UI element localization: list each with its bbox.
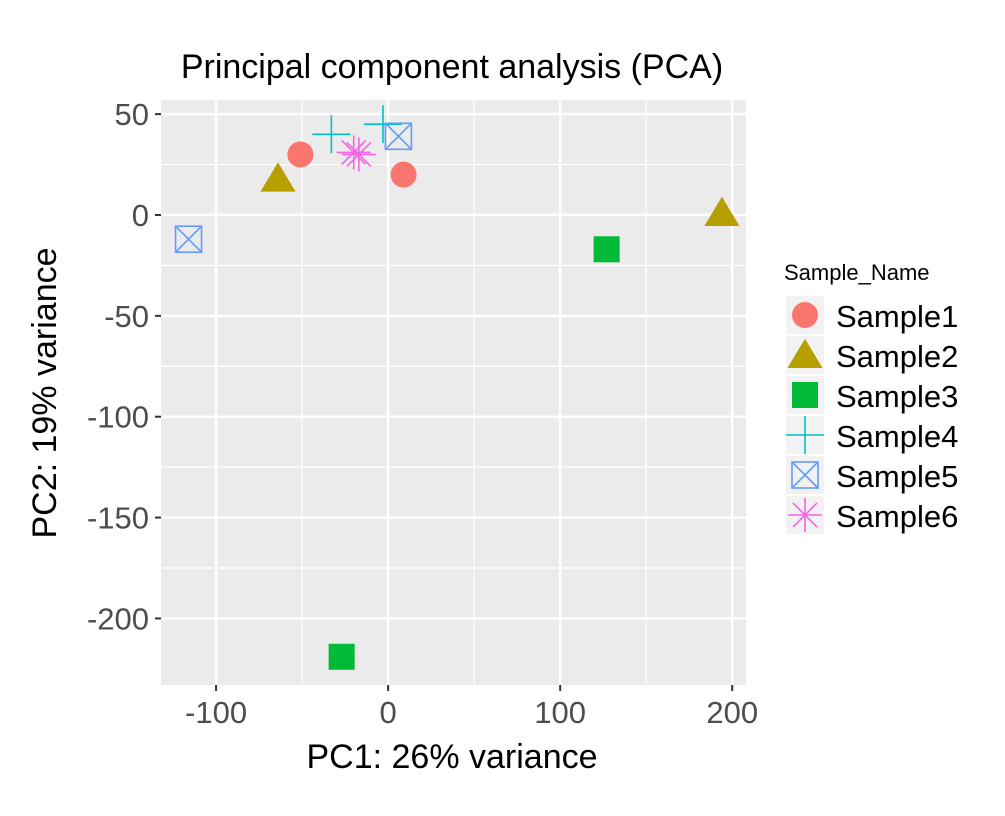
legend-label: Sample2 bbox=[836, 339, 958, 374]
legend-key-sample2 bbox=[787, 338, 823, 368]
y-tick-label: -50 bbox=[104, 299, 149, 334]
legend-item-sample3: Sample3 bbox=[786, 376, 958, 414]
legend-key-sample6 bbox=[788, 498, 822, 532]
x-tick-label: -100 bbox=[185, 695, 247, 730]
y-axis-ticks: 50 0 -50 -100 -150 -200 bbox=[87, 97, 161, 636]
grid-major bbox=[161, 100, 746, 685]
x-tick-label: 100 bbox=[534, 695, 586, 730]
point-sample4-2 bbox=[363, 105, 402, 144]
x-tick-label: 200 bbox=[706, 695, 758, 730]
point-sample2-1 bbox=[260, 162, 296, 192]
y-tick-label: -100 bbox=[87, 400, 149, 435]
legend-label: Sample1 bbox=[836, 299, 958, 334]
y-tick-label: 50 bbox=[115, 97, 149, 132]
legend-item-sample2: Sample2 bbox=[786, 336, 958, 374]
point-sample3-2 bbox=[328, 643, 355, 670]
point-sample6-2 bbox=[341, 137, 376, 172]
legend-item-sample6: Sample6 bbox=[786, 496, 958, 534]
point-sample3-1 bbox=[593, 236, 620, 263]
legend-key-sample1 bbox=[792, 302, 818, 328]
point-sample2-2 bbox=[704, 196, 740, 226]
y-tick-label: 0 bbox=[132, 198, 149, 233]
legend-label: Sample6 bbox=[836, 499, 958, 534]
x-tick-label: 0 bbox=[379, 695, 396, 730]
legend-item-sample1: Sample1 bbox=[786, 296, 958, 334]
point-sample5-2 bbox=[174, 225, 203, 253]
y-tick-label: -150 bbox=[87, 501, 149, 536]
legend-label: Sample3 bbox=[836, 379, 958, 414]
legend: Sample_Name Sample1 Sample2 Sample3 Sample4… bbox=[784, 260, 958, 534]
legend-item-sample5: Sample5 bbox=[786, 456, 958, 494]
plot-panel bbox=[161, 100, 746, 685]
grid-minor bbox=[161, 100, 746, 685]
point-sample1-1 bbox=[287, 141, 314, 168]
point-sample1-2 bbox=[390, 161, 417, 188]
legend-title: Sample_Name bbox=[784, 260, 930, 285]
x-axis-title: PC1: 26% variance bbox=[306, 738, 597, 776]
legend-label: Sample5 bbox=[836, 459, 958, 494]
data-points bbox=[174, 105, 740, 670]
legend-key-sample3 bbox=[792, 382, 818, 408]
point-sample4-1 bbox=[312, 115, 351, 154]
y-tick-label: -200 bbox=[87, 601, 149, 636]
point-sample6-1 bbox=[336, 135, 371, 170]
chart-title: Principal component analysis (PCA) bbox=[181, 48, 723, 86]
y-axis-title: PC2: 19% variance bbox=[26, 247, 64, 538]
legend-item-sample4: Sample4 bbox=[786, 416, 958, 454]
legend-label: Sample4 bbox=[836, 419, 958, 454]
point-sample5-1 bbox=[384, 122, 413, 151]
legend-key-sample4 bbox=[786, 416, 824, 454]
legend-key-sample5 bbox=[791, 461, 819, 489]
x-axis-ticks: -100 0 100 200 bbox=[185, 685, 758, 730]
